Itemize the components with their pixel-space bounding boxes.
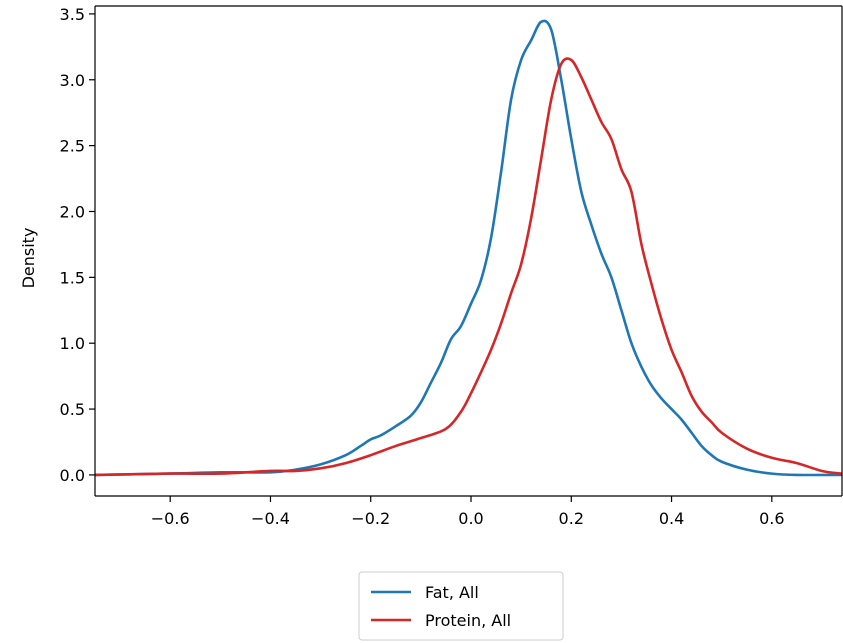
x-tick-label: 0.6 — [759, 509, 784, 528]
legend-label-0: Fat, All — [425, 583, 479, 602]
axes-layer: −0.6 −0.4 −0.2 0.0 0.2 0.4 0.6 0.0 0.5 1.0 1.5 2.0 2… — [60, 5, 843, 528]
x-tick-label: −0.2 — [351, 509, 390, 528]
legend: Fat, All Protein, All — [358, 571, 564, 641]
series-line-0 — [95, 19, 842, 477]
y-tick-label: 2.5 — [60, 137, 85, 156]
x-tick-label: 0.2 — [559, 509, 584, 528]
plot-area — [95, 6, 842, 496]
x-tick-label: −0.4 — [251, 509, 290, 528]
x-tick-label: 0.0 — [458, 509, 483, 528]
x-tick-label: 0.4 — [659, 509, 684, 528]
y-tick-label: 2.0 — [60, 202, 85, 221]
x-tick-label: −0.6 — [151, 509, 190, 528]
plot-background — [95, 6, 842, 496]
y-tick-label: 3.0 — [60, 71, 85, 90]
y-tick-label: 3.5 — [60, 5, 85, 24]
y-tick-label: 0.5 — [60, 400, 85, 419]
legend-label-1: Protein, All — [425, 611, 511, 630]
series-line-1 — [95, 57, 842, 477]
series-layer — [95, 19, 842, 477]
y-tick-label: 0.0 — [60, 466, 85, 485]
y-axis-label: Density — [19, 228, 38, 289]
y-tick-label: 1.0 — [60, 334, 85, 353]
y-tick-label: 1.5 — [60, 268, 85, 287]
legend-box — [358, 571, 564, 641]
